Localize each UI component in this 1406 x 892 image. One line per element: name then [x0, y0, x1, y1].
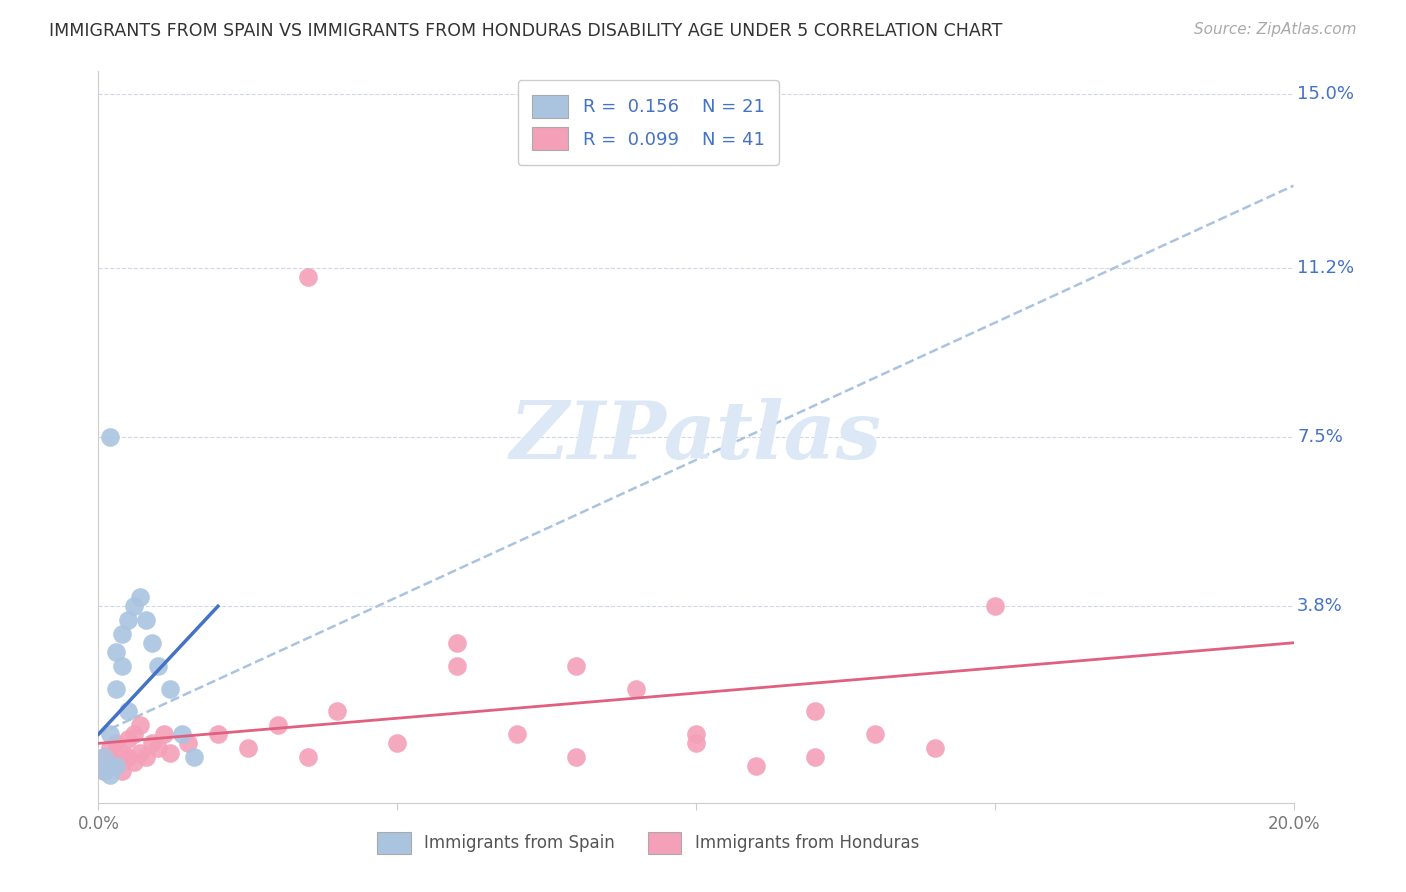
Point — [297, 270, 319, 285]
Point — [141, 736, 163, 750]
Point — [105, 759, 128, 773]
Point — [626, 681, 648, 696]
Text: 3.8%: 3.8% — [1298, 598, 1343, 615]
Point — [98, 768, 122, 782]
Point — [446, 658, 468, 673]
Point — [117, 750, 139, 764]
Point — [98, 740, 122, 755]
Point — [105, 645, 128, 659]
Point — [105, 755, 128, 769]
Point — [267, 718, 290, 732]
Point — [135, 613, 157, 627]
Point — [141, 636, 163, 650]
Point — [207, 727, 229, 741]
Point — [565, 750, 588, 764]
Point — [506, 727, 529, 741]
Point — [98, 759, 122, 773]
Point — [984, 599, 1007, 614]
Point — [129, 590, 152, 604]
Point — [685, 736, 707, 750]
Point — [159, 681, 181, 696]
Point — [135, 750, 157, 764]
Point — [117, 705, 139, 719]
Point — [159, 746, 181, 760]
Point — [565, 658, 588, 673]
Point — [297, 750, 319, 764]
Point — [124, 599, 146, 614]
Point — [93, 764, 115, 778]
Point — [124, 755, 146, 769]
Point — [865, 727, 887, 741]
Text: Source: ZipAtlas.com: Source: ZipAtlas.com — [1194, 22, 1357, 37]
Point — [111, 764, 134, 778]
Text: 15.0%: 15.0% — [1298, 86, 1354, 103]
Point — [98, 759, 122, 773]
Point — [111, 626, 134, 640]
Point — [804, 750, 827, 764]
Point — [326, 705, 349, 719]
Point — [446, 636, 468, 650]
Point — [804, 705, 827, 719]
Point — [105, 736, 128, 750]
Point — [385, 736, 409, 750]
Point — [98, 430, 122, 444]
Text: IMMIGRANTS FROM SPAIN VS IMMIGRANTS FROM HONDURAS DISABILITY AGE UNDER 5 CORRELA: IMMIGRANTS FROM SPAIN VS IMMIGRANTS FROM… — [49, 22, 1002, 40]
Point — [111, 658, 134, 673]
Point — [111, 746, 134, 760]
Point — [177, 736, 200, 750]
Text: 11.2%: 11.2% — [1298, 259, 1354, 277]
Point — [172, 727, 194, 741]
Text: ZIPatlas: ZIPatlas — [510, 399, 882, 475]
Point — [153, 727, 176, 741]
Point — [93, 764, 115, 778]
Point — [148, 658, 170, 673]
Point — [148, 740, 170, 755]
Point — [124, 727, 146, 741]
Point — [924, 740, 946, 755]
Point — [129, 718, 152, 732]
Point — [105, 681, 128, 696]
Point — [129, 746, 152, 760]
Point — [117, 731, 139, 746]
Point — [93, 750, 115, 764]
Text: 7.5%: 7.5% — [1298, 428, 1343, 446]
Point — [98, 727, 122, 741]
Point — [117, 613, 139, 627]
Legend: Immigrants from Spain, Immigrants from Honduras: Immigrants from Spain, Immigrants from H… — [371, 826, 925, 860]
Point — [745, 759, 768, 773]
Point — [236, 740, 259, 755]
Point — [685, 727, 707, 741]
Point — [93, 750, 115, 764]
Point — [183, 750, 205, 764]
